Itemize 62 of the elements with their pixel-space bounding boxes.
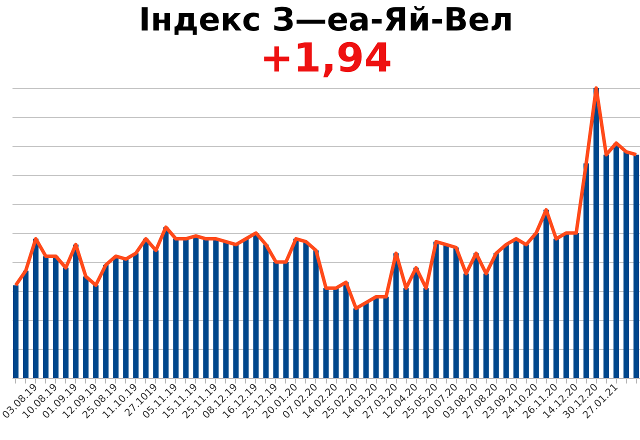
bar xyxy=(543,210,549,378)
bar xyxy=(173,238,179,378)
bar xyxy=(243,238,249,378)
bar xyxy=(633,154,639,378)
bar xyxy=(53,256,59,378)
bar xyxy=(73,244,79,378)
bar xyxy=(293,238,299,378)
bar xyxy=(313,250,319,378)
bar xyxy=(113,256,119,378)
bar xyxy=(33,238,39,378)
bar xyxy=(573,233,579,378)
bar xyxy=(373,296,379,378)
bar xyxy=(363,302,369,378)
bar xyxy=(473,253,479,378)
bar xyxy=(123,259,129,378)
bar xyxy=(553,238,559,378)
bar xyxy=(453,248,459,378)
bar xyxy=(523,244,529,378)
bar xyxy=(323,288,329,378)
bar xyxy=(623,152,629,378)
bar xyxy=(533,233,539,378)
bar xyxy=(503,244,509,378)
bar xyxy=(413,268,419,378)
bar xyxy=(283,262,289,378)
bar xyxy=(463,274,469,378)
bar xyxy=(443,244,449,378)
bar xyxy=(343,282,349,378)
bar xyxy=(593,88,599,378)
bar xyxy=(603,154,609,378)
bar xyxy=(233,244,239,378)
bar xyxy=(143,238,149,378)
bar xyxy=(583,163,589,378)
bar xyxy=(83,276,89,378)
bar xyxy=(223,242,229,378)
bar xyxy=(433,242,439,378)
bar xyxy=(23,270,29,378)
bar xyxy=(63,268,69,378)
bar xyxy=(493,253,499,378)
bar xyxy=(303,242,309,378)
bar xyxy=(273,262,279,378)
bar xyxy=(43,256,49,378)
bar xyxy=(393,253,399,378)
bar xyxy=(133,253,139,378)
bar xyxy=(93,285,99,378)
bar xyxy=(203,238,209,378)
bar xyxy=(213,238,219,378)
bar xyxy=(353,308,359,378)
bar xyxy=(423,288,429,378)
bar xyxy=(193,236,199,378)
bar xyxy=(13,285,19,378)
bar xyxy=(563,233,569,378)
bar xyxy=(483,274,489,378)
bar xyxy=(253,233,259,378)
bar xyxy=(153,250,159,378)
bar xyxy=(403,288,409,378)
bar xyxy=(383,296,389,378)
bar xyxy=(183,238,189,378)
bar xyxy=(613,143,619,378)
bar xyxy=(263,244,269,378)
bar xyxy=(163,227,169,378)
bar xyxy=(103,264,109,378)
bar xyxy=(333,288,339,378)
